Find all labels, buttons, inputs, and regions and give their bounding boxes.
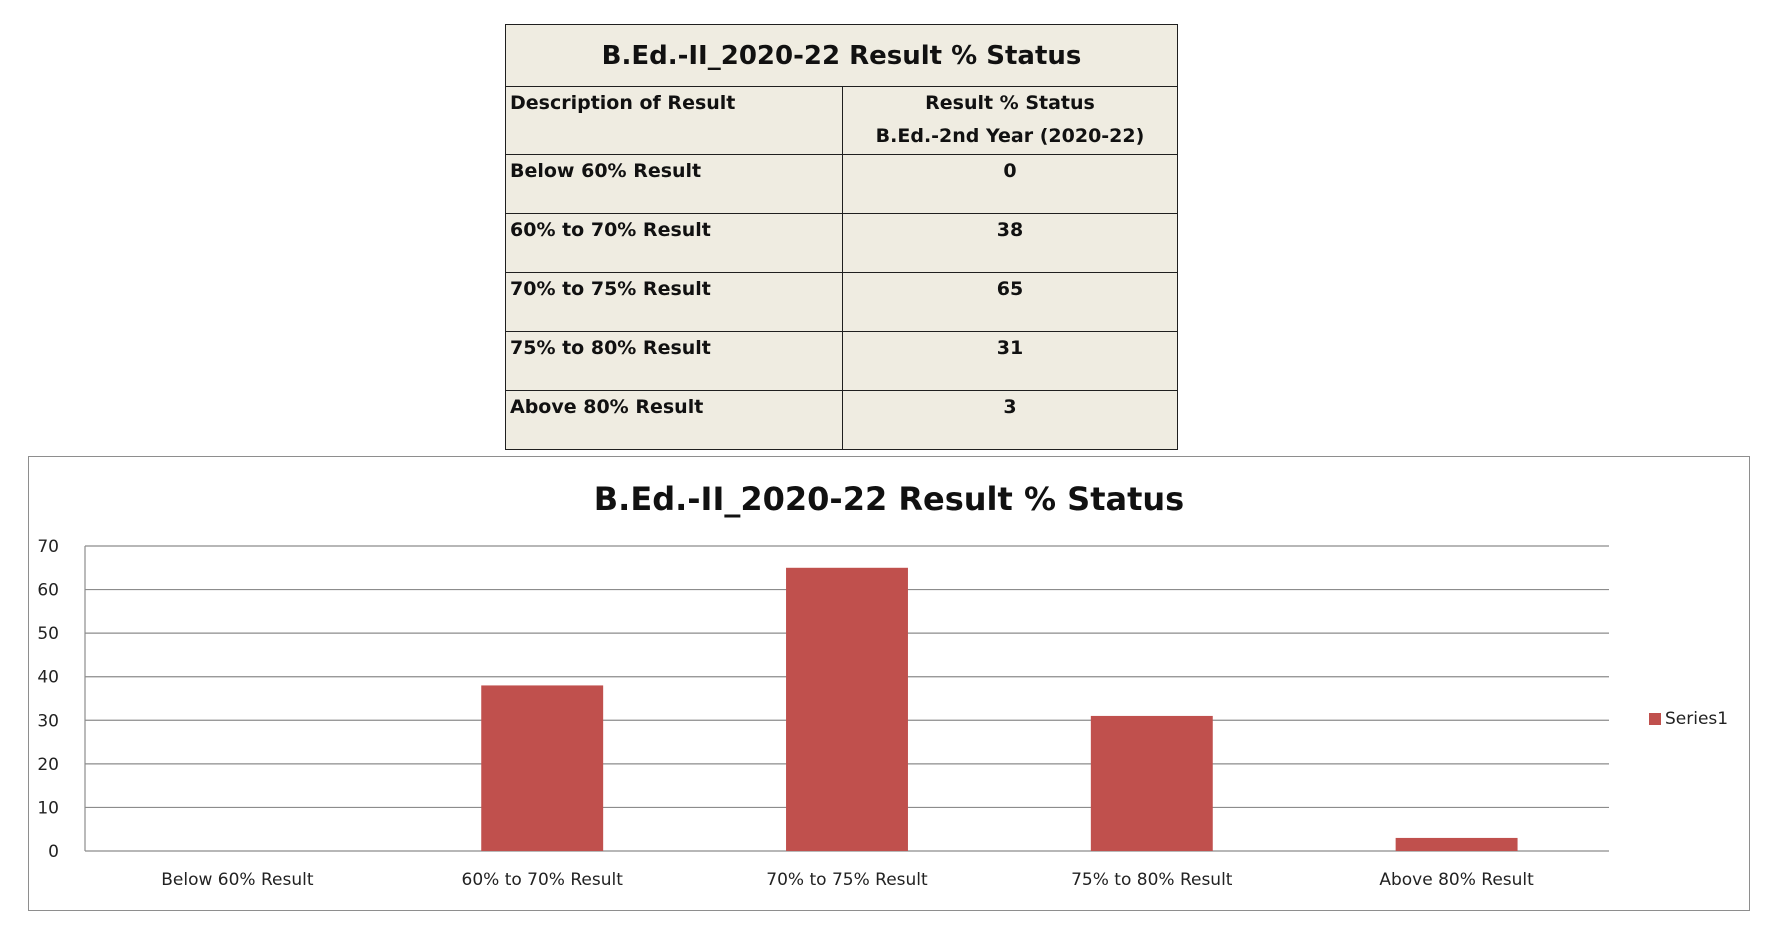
table-title: B.Ed.-II_2020-22 Result % Status	[505, 24, 1178, 87]
x-axis-categories: Below 60% Result 60% to 70% Result 70% to …	[161, 870, 1534, 890]
bar	[786, 567, 908, 851]
row-value: 38	[842, 213, 1178, 273]
y-tick-label: 0	[48, 842, 59, 862]
bar	[1395, 837, 1518, 851]
x-category-label: 60% to 70% Result	[462, 870, 624, 890]
result-summary-table: B.Ed.-II_2020-22 Result % Status Descrip…	[505, 24, 1178, 450]
y-tick-label: 70	[37, 537, 59, 557]
column-header-line-1: Result % Status	[925, 92, 1095, 114]
column-header-description: Description of Result	[505, 86, 843, 155]
bar-chart-frame: B.Ed.-II_2020-22 Result % Status 0 10 20 30…	[28, 456, 1750, 911]
y-tick-label: 30	[37, 711, 59, 731]
table-row: 60% to 70% Result 38	[505, 213, 1178, 273]
row-value: 65	[842, 272, 1178, 332]
x-category-label: 70% to 75% Result	[766, 870, 928, 890]
bar	[481, 685, 604, 851]
table-row: 75% to 80% Result 31	[505, 331, 1178, 391]
y-tick-label: 60	[37, 581, 59, 601]
y-tick-label: 20	[37, 755, 59, 775]
y-tick-label: 40	[37, 668, 59, 688]
y-tick-label: 50	[37, 624, 59, 644]
x-category-label: Below 60% Result	[161, 870, 314, 890]
legend-label: Series1	[1665, 709, 1728, 729]
row-label: 60% to 70% Result	[505, 213, 843, 273]
x-category-label: Above 80% Result	[1379, 870, 1534, 890]
row-label: 70% to 75% Result	[505, 272, 843, 332]
row-label: Below 60% Result	[505, 154, 843, 214]
table-row: Below 60% Result 0	[505, 154, 1178, 214]
y-axis-ticks: 0 10 20 30 40 50 60 70	[37, 537, 59, 862]
table-row: Above 80% Result 3	[505, 390, 1178, 450]
row-value: 31	[842, 331, 1178, 391]
bar-chart: B.Ed.-II_2020-22 Result % Status 0 10 20 30…	[37, 480, 1728, 890]
row-label: Above 80% Result	[505, 390, 843, 450]
table-title-row: B.Ed.-II_2020-22 Result % Status	[505, 24, 1178, 87]
column-header-result-status: Result % Status B.Ed.-2nd Year (2020-22)	[842, 86, 1178, 155]
bar	[1090, 715, 1213, 851]
x-category-label: 75% to 80% Result	[1071, 870, 1233, 890]
y-tick-label: 10	[37, 798, 59, 818]
chart-title: B.Ed.-II_2020-22 Result % Status	[594, 480, 1184, 518]
legend-swatch	[1649, 713, 1661, 725]
row-value: 3	[842, 390, 1178, 450]
table-row: 70% to 75% Result 65	[505, 272, 1178, 332]
table-header-row: Description of Result Result % Status B.…	[505, 86, 1178, 155]
column-header-line-2: B.Ed.-2nd Year (2020-22)	[875, 125, 1145, 147]
row-label: 75% to 80% Result	[505, 331, 843, 391]
row-value: 0	[842, 154, 1178, 214]
legend: Series1	[1649, 709, 1728, 729]
bars	[481, 567, 1518, 851]
